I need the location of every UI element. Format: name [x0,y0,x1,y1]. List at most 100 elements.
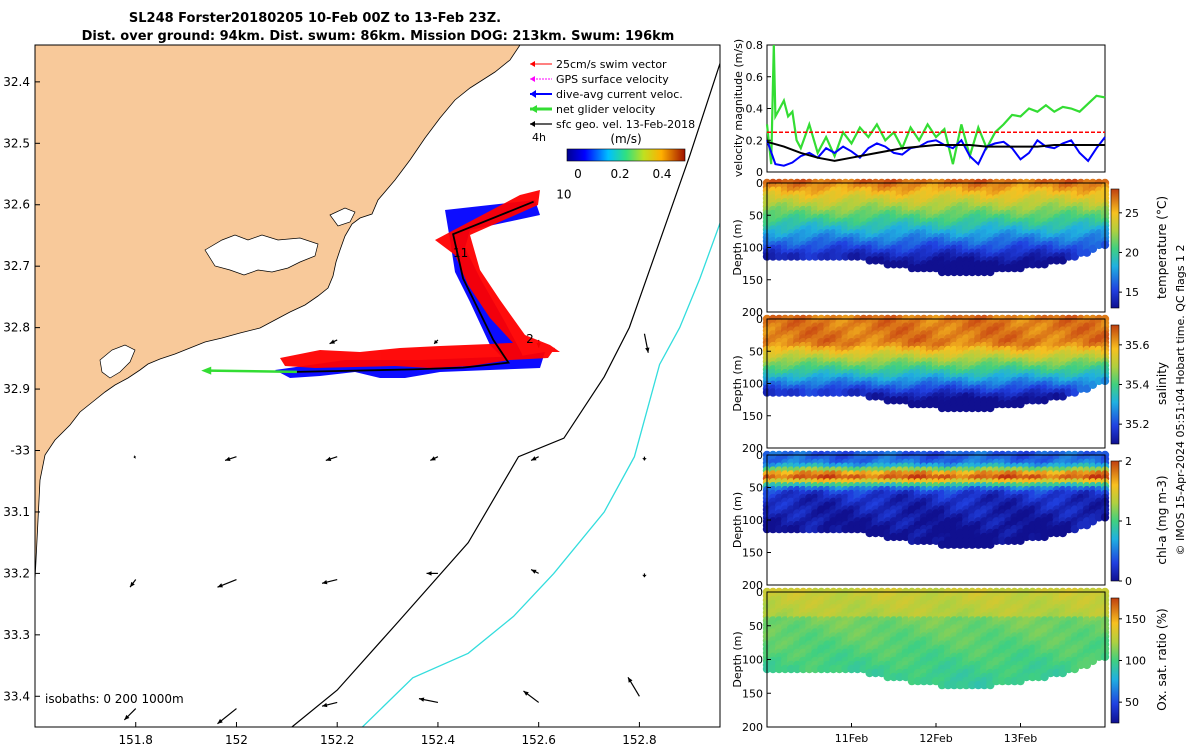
legend-item-sfc-geo: sfc geo. vel. 13-Feb-2018 [530,118,695,131]
section-dots [762,178,1110,277]
geo-velocity-arrow [217,578,237,588]
time-tick: 11Feb [835,732,868,745]
depth-tick: 50 [749,345,763,358]
velocity-y-tick: 0.6 [746,71,764,84]
imos-credit: © IMOS 15-Apr-2024 05:51:04 Hobart time.… [1174,245,1187,556]
map-x-tick-label: 152.6 [521,733,555,747]
depth-tick: 200 [742,579,763,592]
map-y-tick-label: 33.4 [3,689,30,703]
velocity-series-line [766,140,1105,162]
legend-item-net-velocity: net glider velocity [530,103,656,116]
map-y-tick-label: 32.5 [3,136,30,150]
legend-item-dive-avg: dive-avg current veloc. [530,88,683,101]
glider-track [296,200,534,373]
port-stephens [99,344,136,379]
depth-tick: 0 [756,449,763,462]
colorbar-label: Ox. sat. ratio (%) [1155,608,1169,710]
geo-velocity-arrow [224,456,237,462]
geo-velocity-arrow [329,339,338,345]
map-colorbar [566,148,686,162]
map-y-tick-label: 32.7 [3,259,30,273]
depth-ylabel: Depth (m) [731,355,744,411]
map-y-tick-label: 32.6 [3,198,30,212]
geo-velocity-arrow [642,573,647,578]
depth-tick: 200 [742,442,763,455]
colorbar-tick: 1 [1125,515,1132,528]
geo-velocity-arrow [418,697,439,704]
depth-tick: 0 [756,586,763,599]
legend-item-gps: GPS surface velocity [530,73,669,86]
section-dots [762,587,1110,690]
track-label: 10 [556,188,571,202]
isobath-note: isobaths: 0 200 1000m [45,692,184,706]
depth-tick: 100 [742,242,763,255]
section-oxygen: 0 50 100 150 200 Depth (m) 50 100 150 Ox. sat. ra… [731,586,1169,745]
geo-velocity-arrow [530,456,539,461]
net-velocity-arrowhead [201,366,212,375]
map-y-tick-label: 32.8 [3,321,30,335]
velocity-y-tick: 0.4 [746,103,764,116]
geo-velocity-arrow [523,690,540,703]
map-y-tick-label: -33 [10,444,30,458]
map-x-ticks: 151.8 152 152.2 152.4 152.6 152.8 [119,722,657,747]
velocity-panel: 0 0.2 0.4 0.6 0.8 velocity magnitude (m/s) [732,39,1106,179]
depth-tick: 150 [742,687,763,700]
colorbar-label: salinity [1155,362,1169,405]
geo-velocity-arrow [217,708,237,725]
velocity-y-tick: 0.2 [746,134,764,147]
colorbar-tick: 50 [1125,696,1139,709]
geostrophic-arrows [123,333,650,725]
time-tick: 13Feb [1004,732,1037,745]
velocity-series-line [765,44,1106,165]
isobath-1000m [361,222,720,727]
velocity-y-tick: 0 [756,166,763,179]
velocity-ylabel: velocity magnitude (m/s) [732,39,745,177]
track-day-labels: 10 11 2 [453,188,572,346]
depth-tick: 150 [742,274,763,287]
map-colorbar-title: (m/s) [610,132,641,146]
depth-ylabel: Depth (m) [731,631,744,687]
figure-title-line1: SL248 Forster20180205 10-Feb 00Z to 13-F… [129,11,501,26]
geo-velocity-arrow [426,571,438,576]
colorbar-tick: 2 [1125,455,1132,468]
section-colorbar [1110,324,1120,445]
geo-velocity-arrow [530,569,539,574]
map-y-tick-label: 33.3 [3,628,30,642]
geo-velocity-arrow [430,456,439,461]
map-y-tick-label: 32.4 [3,75,30,89]
velocity-series [765,44,1106,167]
geo-velocity-arrow [123,708,137,721]
map-cbar-tick-1: 0.2 [610,167,629,181]
colorbar-tick: 35.6 [1125,339,1150,352]
depth-tick: 50 [749,482,763,495]
depth-tick: 100 [742,514,763,527]
depth-tick: 50 [749,620,763,633]
figure-title-line2: Dist. over ground: 94km. Dist. swum: 86k… [82,29,675,44]
section-salinity: 0 50 100 150 200 Depth (m) 35.2 35.4 35.6 salinit… [731,313,1169,455]
swim-vector-band [280,190,560,368]
colorbar-tick: 20 [1125,246,1139,259]
track-label: 2 [526,332,534,346]
geo-velocity-arrow [321,701,338,708]
map-cbar-tick-0: 0 [574,167,582,181]
svg-text:dive-avg current veloc.: dive-avg current veloc. [556,88,683,101]
depth-tick: 0 [756,177,763,190]
lake-myall [204,234,319,276]
geo-velocity-arrow [321,578,338,585]
map-y-tick-label: 33.1 [3,505,30,519]
isobath-200m [291,63,720,727]
map-y-tick-label: 32.9 [3,382,30,396]
colorbar-tick: 100 [1125,655,1146,668]
depth-tick: 50 [749,209,763,222]
colorbar-tick: 0 [1125,575,1132,588]
colorbar-tick: 35.2 [1125,418,1150,431]
section-temperature: 0 50 100 150 200 Depth (m) 15 20 25 temperature (… [731,177,1169,319]
section-chl-a: 0 50 100 150 200 Depth (m) 0 1 2 chl-a (mg m-3) [731,449,1169,592]
map-x-tick-label: 152.2 [320,733,354,747]
velocity-series-line [766,136,1106,167]
svg-text:25cm/s swim vector: 25cm/s swim vector [556,58,667,71]
map-y-ticks: 32.4 32.5 32.6 32.7 32.8 32.9 -33 33.1 33.2 33.3 3… [3,75,40,703]
section-dots [762,314,1110,413]
geo-velocity-arrow [642,456,647,461]
